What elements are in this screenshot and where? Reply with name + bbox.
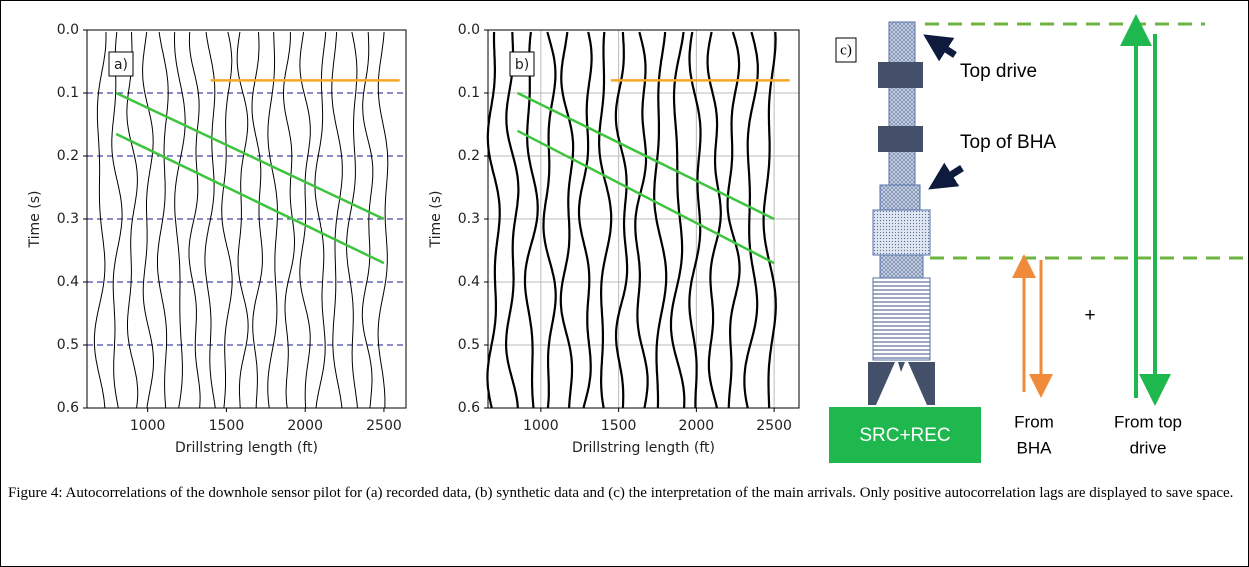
axes-frame [86, 29, 407, 409]
trace [505, 31, 520, 409]
pipe [888, 21, 916, 186]
x-tick-label: 2500 [756, 418, 792, 434]
trace [614, 31, 629, 409]
annotation-line [516, 91, 775, 221]
annotation-line [115, 132, 385, 265]
x-tick-label: 2500 [366, 418, 402, 434]
y-axis-label: Time (s) [27, 191, 43, 249]
annotation-line [115, 91, 385, 221]
label: Top of BHA [960, 132, 1056, 153]
x-tick-label: 2000 [679, 418, 715, 434]
y-tick-label: 0.3 [57, 211, 79, 227]
bit [898, 362, 905, 372]
trace [762, 31, 777, 408]
panel-label: a) [114, 57, 128, 73]
y-tick-label: 0.4 [57, 274, 79, 290]
trace [669, 31, 686, 409]
trace [706, 31, 722, 409]
bha-part [872, 209, 931, 256]
trace [634, 31, 649, 409]
panel-label-box [108, 51, 134, 77]
bha-part [879, 184, 921, 211]
x-axis-label: Drillstring length (ft) [175, 440, 318, 456]
pointer-arrow [923, 34, 957, 62]
y-tick-label: 0.6 [57, 400, 79, 416]
pointer-arrow [928, 162, 964, 190]
x-tick-label: 2000 [287, 418, 323, 434]
source-box [829, 407, 981, 463]
label: BHA [1017, 438, 1053, 457]
trace [314, 31, 327, 409]
trace [299, 31, 311, 409]
y-tick-label: 0.6 [458, 400, 480, 416]
trace [486, 31, 501, 409]
collar [878, 62, 923, 88]
y-tick-label: 0.0 [458, 22, 480, 38]
y-tick-label: 0.1 [458, 85, 480, 101]
y-tick-label: 0.5 [57, 337, 79, 353]
trace [361, 31, 374, 409]
panel-label-box [835, 37, 857, 63]
trace [111, 31, 123, 409]
x-tick-label: 1000 [523, 418, 559, 434]
panel: 0.0 0.1 0.2 0.3 0.4 0.5 0.6 1000 1500 2000 2500 a) D… [27, 22, 407, 456]
trace [221, 31, 233, 409]
axes-frame [487, 29, 800, 409]
y-tick-label: 0.3 [458, 211, 480, 227]
trace [236, 31, 249, 409]
trace [743, 31, 759, 409]
trace [346, 31, 358, 409]
x-tick-label: 1000 [130, 418, 166, 434]
collar [878, 126, 923, 152]
y-tick-label: 0.1 [57, 85, 79, 101]
trace [93, 31, 107, 409]
trace [577, 31, 593, 409]
panel-label-box [509, 51, 535, 77]
y-tick-label: 0.2 [458, 148, 480, 164]
label: Top drive [960, 61, 1037, 82]
panel-label: c) [840, 42, 852, 58]
trace [653, 31, 668, 408]
label: drive [1130, 438, 1167, 457]
figure: c) Top drive Top of BHA SRC+REC + From B… [27, 14, 1245, 463]
trace [142, 31, 154, 409]
trace [377, 31, 389, 408]
trace [188, 31, 201, 409]
trace [523, 31, 539, 409]
label: + [1084, 305, 1095, 326]
bit [908, 362, 935, 405]
trace [598, 31, 613, 409]
y-tick-label: 0.4 [458, 274, 480, 290]
bha-part [879, 254, 924, 279]
bha-part [872, 277, 931, 361]
y-tick-label: 0.5 [458, 337, 480, 353]
trace [251, 31, 263, 408]
x-tick-label: 1500 [601, 418, 637, 434]
label: From [1014, 412, 1054, 431]
trace [174, 31, 186, 409]
trace [542, 31, 557, 409]
panel-label: b) [515, 57, 529, 73]
trace [157, 31, 169, 409]
caption: Figure 4: Autocorrelations of the downho… [8, 485, 1234, 501]
label: From top [1114, 412, 1182, 431]
trace [267, 32, 279, 409]
trace [331, 31, 343, 409]
trace [126, 31, 139, 409]
bit [868, 362, 895, 405]
trace [204, 31, 216, 409]
trace [559, 31, 575, 409]
diagram: c) Top drive Top of BHA SRC+REC + From B… [829, 14, 1245, 463]
annotation-line [516, 129, 775, 265]
y-axis-label: Time (s) [428, 191, 444, 249]
x-axis-label: Drillstring length (ft) [572, 440, 715, 456]
trace [726, 31, 741, 408]
y-tick-label: 0.2 [57, 148, 79, 164]
panel: 0.0 0.1 0.2 0.3 0.4 0.5 0.6 1000 1500 2000 2500 b) D… [428, 22, 800, 456]
x-tick-label: 1500 [209, 418, 245, 434]
trace [688, 31, 702, 408]
y-tick-label: 0.0 [57, 22, 79, 38]
label: SRC+REC [859, 425, 950, 446]
